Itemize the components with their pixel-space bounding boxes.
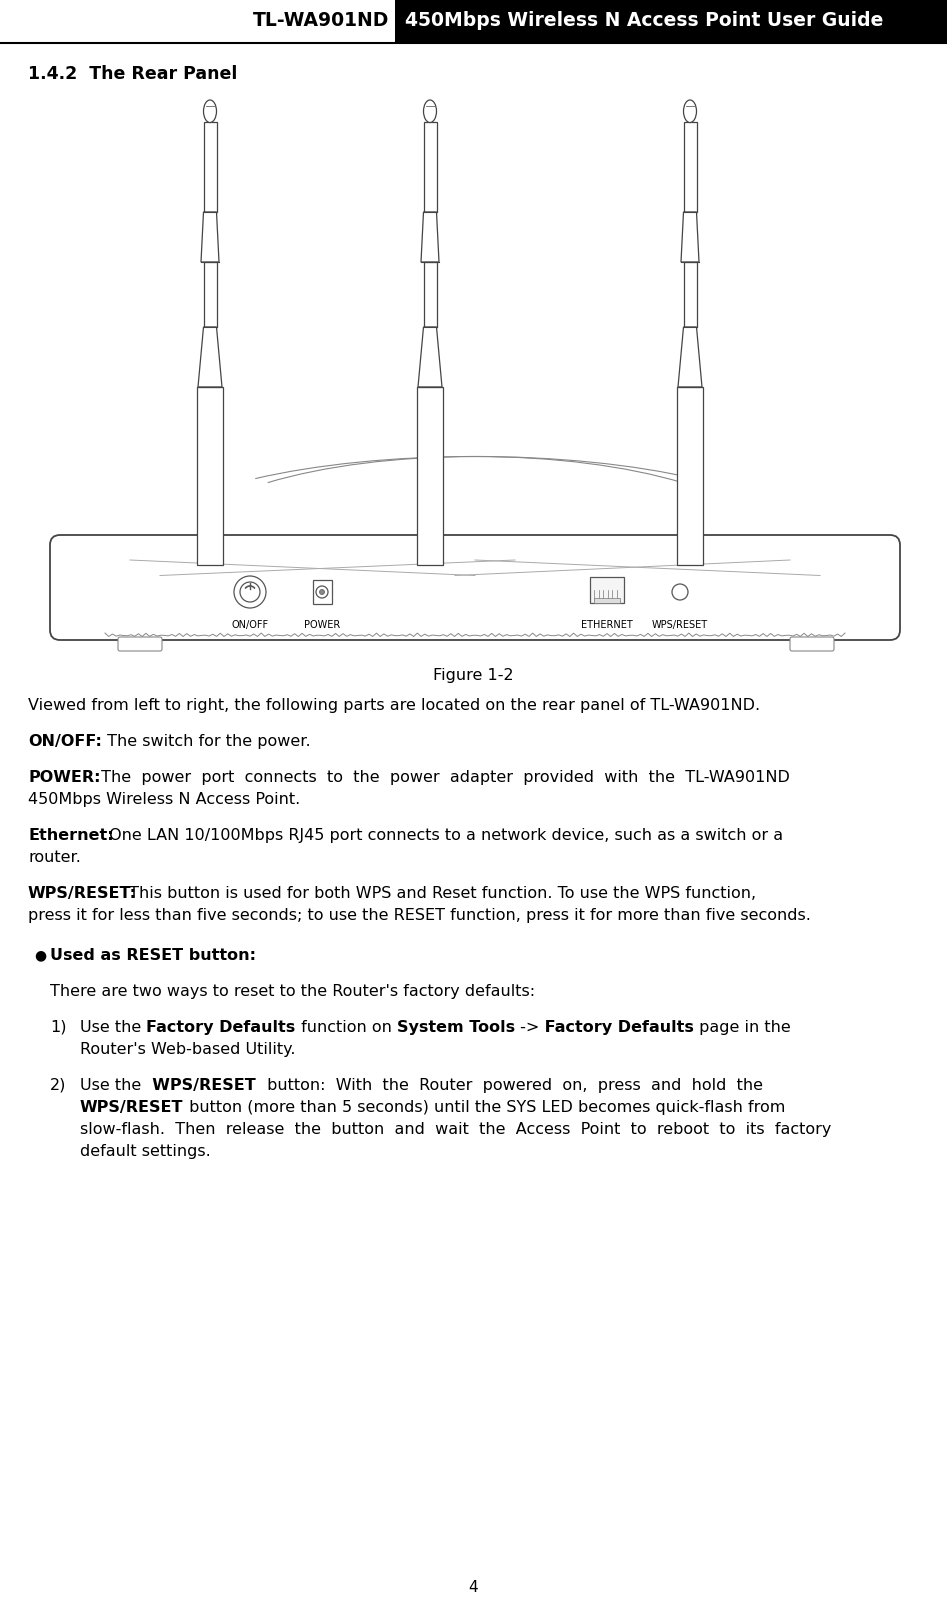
Text: Ethernet:: Ethernet: [28, 828, 114, 844]
FancyBboxPatch shape [118, 636, 162, 651]
FancyBboxPatch shape [50, 535, 900, 640]
Text: Router's Web-based Utility.: Router's Web-based Utility. [80, 1041, 295, 1057]
Circle shape [316, 587, 328, 598]
FancyBboxPatch shape [790, 636, 834, 651]
Text: WPS/RESET: WPS/RESET [141, 1078, 261, 1093]
Circle shape [234, 575, 266, 607]
Text: Use the: Use the [80, 1078, 141, 1093]
FancyBboxPatch shape [313, 580, 331, 604]
Text: POWER:: POWER: [28, 770, 100, 784]
Text: System Tools: System Tools [397, 1020, 515, 1035]
FancyBboxPatch shape [684, 122, 696, 212]
Text: WPS/RESET:: WPS/RESET: [28, 885, 137, 902]
Text: Use the: Use the [80, 1020, 147, 1035]
Ellipse shape [204, 100, 217, 122]
Text: page in the: page in the [694, 1020, 791, 1035]
Text: 1): 1) [50, 1020, 66, 1035]
FancyBboxPatch shape [204, 122, 217, 212]
FancyBboxPatch shape [423, 122, 437, 212]
Polygon shape [678, 326, 702, 387]
Text: Viewed from left to right, the following parts are located on the rear panel of : Viewed from left to right, the following… [28, 697, 760, 714]
FancyBboxPatch shape [423, 262, 437, 326]
FancyBboxPatch shape [0, 0, 395, 42]
Text: POWER: POWER [304, 620, 340, 630]
FancyBboxPatch shape [677, 387, 703, 566]
Text: router.: router. [28, 850, 80, 865]
Text: ON/OFF: ON/OFF [231, 620, 269, 630]
Polygon shape [421, 212, 439, 262]
Text: This button is used for both WPS and Reset function. To use the WPS function,: This button is used for both WPS and Res… [124, 885, 756, 902]
Text: button:  With  the  Router  powered  on,  press  and  hold  the: button: With the Router powered on, pres… [261, 1078, 762, 1093]
Ellipse shape [423, 100, 437, 122]
Polygon shape [418, 326, 442, 387]
Text: press it for less than five seconds; to use the RESET function, press it for mor: press it for less than five seconds; to … [28, 908, 811, 922]
Text: Factory Defaults: Factory Defaults [147, 1020, 295, 1035]
FancyBboxPatch shape [684, 262, 696, 326]
Polygon shape [201, 212, 219, 262]
Text: There are two ways to reset to the Router's factory defaults:: There are two ways to reset to the Route… [50, 983, 535, 1000]
FancyBboxPatch shape [590, 577, 624, 603]
Text: WPS/RESET: WPS/RESET [652, 620, 708, 630]
Text: 450Mbps Wireless N Access Point.: 450Mbps Wireless N Access Point. [28, 792, 300, 807]
Text: The  power  port  connects  to  the  power  adapter  provided  with  the  TL-WA9: The power port connects to the power ada… [96, 770, 790, 784]
Text: WPS/RESET: WPS/RESET [80, 1101, 184, 1115]
Text: 1.4.2  The Rear Panel: 1.4.2 The Rear Panel [28, 64, 238, 84]
Text: Used as RESET button:: Used as RESET button: [50, 948, 256, 963]
Text: The switch for the power.: The switch for the power. [102, 734, 311, 749]
Text: ●: ● [34, 948, 46, 963]
Text: slow-flash.  Then  release  the  button  and  wait  the  Access  Point  to  rebo: slow-flash. Then release the button and … [80, 1122, 831, 1138]
Circle shape [672, 583, 688, 599]
Text: ->: -> [515, 1020, 539, 1035]
Text: ETHERNET: ETHERNET [581, 620, 633, 630]
Text: TL-WA901ND: TL-WA901ND [253, 11, 389, 31]
FancyBboxPatch shape [197, 387, 223, 566]
FancyBboxPatch shape [594, 598, 620, 603]
Text: default settings.: default settings. [80, 1144, 211, 1159]
Text: ON/OFF:: ON/OFF: [28, 734, 102, 749]
Text: 4: 4 [469, 1580, 478, 1596]
FancyBboxPatch shape [417, 387, 443, 566]
Ellipse shape [684, 100, 696, 122]
Text: button (more than 5 seconds) until the SYS LED becomes quick-flash from: button (more than 5 seconds) until the S… [184, 1101, 785, 1115]
Text: One LAN 10/100Mbps RJ45 port connects to a network device, such as a switch or a: One LAN 10/100Mbps RJ45 port connects to… [104, 828, 783, 844]
Circle shape [240, 582, 260, 603]
Text: 450Mbps Wireless N Access Point User Guide: 450Mbps Wireless N Access Point User Gui… [405, 11, 884, 31]
FancyBboxPatch shape [204, 262, 217, 326]
Text: Factory Defaults: Factory Defaults [539, 1020, 694, 1035]
Text: function on: function on [295, 1020, 397, 1035]
Text: Figure 1-2: Figure 1-2 [433, 669, 514, 683]
Circle shape [319, 590, 325, 595]
Polygon shape [681, 212, 699, 262]
Text: 2): 2) [50, 1078, 66, 1093]
Polygon shape [198, 326, 222, 387]
FancyBboxPatch shape [0, 0, 947, 42]
